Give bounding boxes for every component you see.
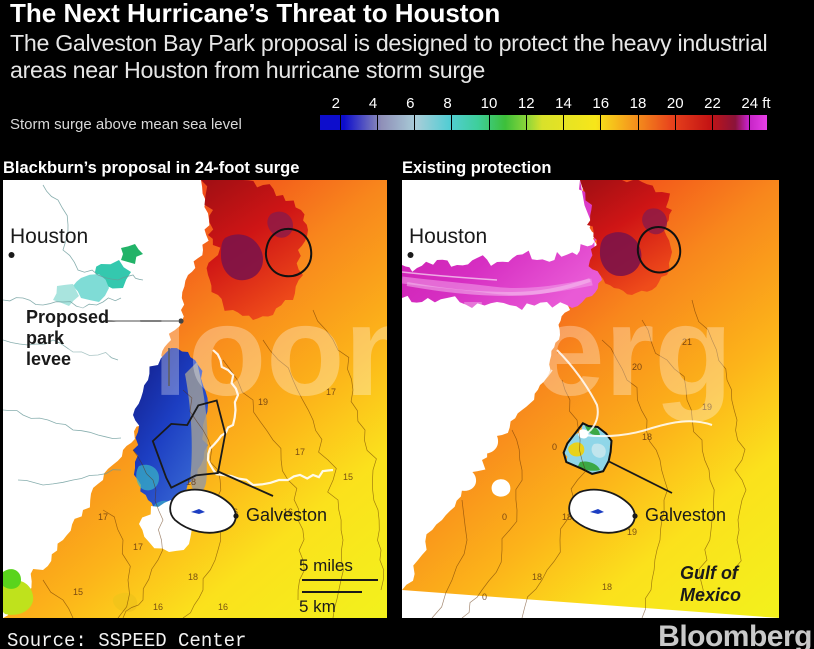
svg-text:18: 18	[642, 432, 652, 442]
svg-text:15: 15	[343, 472, 353, 482]
svg-text:0: 0	[502, 512, 507, 522]
svg-text:0: 0	[482, 592, 487, 602]
svg-text:17: 17	[98, 512, 108, 522]
svg-text:15: 15	[73, 587, 83, 597]
svg-text:18: 18	[602, 582, 612, 592]
svg-text:16: 16	[218, 602, 228, 612]
svg-text:0: 0	[552, 442, 557, 452]
svg-text:17: 17	[295, 447, 305, 457]
svg-text:18: 18	[188, 572, 198, 582]
svg-text:Bloomberg: Bloomberg	[60, 280, 387, 423]
svg-text:18: 18	[532, 572, 542, 582]
svg-text:17: 17	[133, 542, 143, 552]
svg-text:Bloomberg: Bloomberg	[402, 280, 733, 423]
svg-text:16: 16	[153, 602, 163, 612]
